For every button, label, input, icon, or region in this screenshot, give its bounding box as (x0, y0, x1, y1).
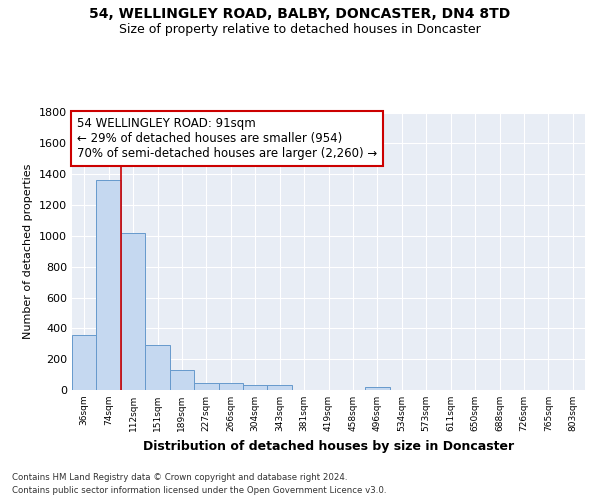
Bar (170, 370, 194, 390)
Bar (243, 386, 268, 390)
Bar (365, 387, 389, 390)
X-axis label: Distribution of detached houses by size in Doncaster: Distribution of detached houses by size … (143, 440, 514, 452)
Text: 54, WELLINGLEY ROAD, BALBY, DONCASTER, DN4 8TD: 54, WELLINGLEY ROAD, BALBY, DONCASTER, D… (89, 8, 511, 22)
Text: Contains public sector information licensed under the Open Government Licence v3: Contains public sector information licen… (12, 486, 386, 495)
Y-axis label: Number of detached properties: Number of detached properties (23, 164, 34, 339)
Bar (218, 383, 243, 390)
Bar (121, 233, 145, 390)
Text: Size of property relative to detached houses in Doncaster: Size of property relative to detached ho… (119, 22, 481, 36)
Bar (145, 346, 170, 390)
Bar (72, 336, 97, 390)
Text: Contains HM Land Registry data © Crown copyright and database right 2024.: Contains HM Land Registry data © Crown c… (12, 474, 347, 482)
Text: 54 WELLINGLEY ROAD: 91sqm
← 29% of detached houses are smaller (954)
70% of semi: 54 WELLINGLEY ROAD: 91sqm ← 29% of detac… (77, 116, 377, 160)
Bar (97, 180, 121, 390)
Bar (194, 383, 218, 390)
Bar (268, 386, 292, 390)
